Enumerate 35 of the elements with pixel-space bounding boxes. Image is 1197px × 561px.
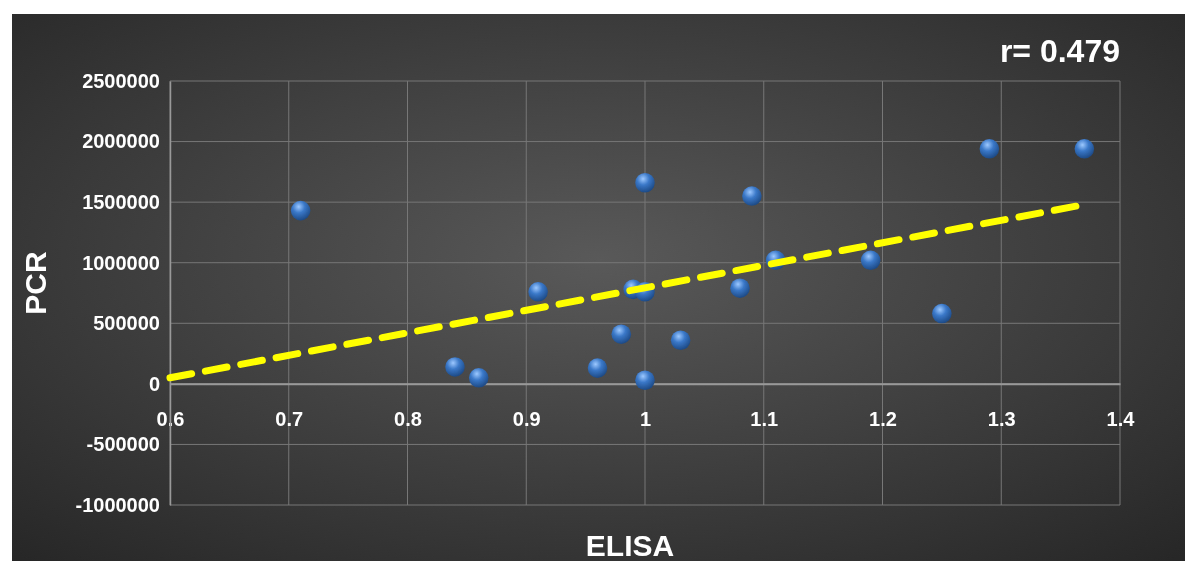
point: [445, 357, 465, 377]
x-axis-title: ELISA: [585, 529, 675, 561]
x-tick-label: 1.1: [750, 408, 779, 431]
y-tick-label: 1500000: [82, 191, 160, 214]
y-tick-label: 0: [148, 372, 160, 395]
point: [860, 250, 881, 271]
point: [730, 278, 750, 298]
y-tick-label: -500000: [86, 433, 160, 456]
y-tick-label: -1000000: [75, 493, 160, 516]
x-tick-label: 0.6: [156, 408, 185, 431]
y-tick-label: 500000: [93, 312, 160, 335]
x-tick-label: 1: [639, 408, 652, 431]
point: [635, 173, 655, 193]
x-tick-label: 0.9: [512, 408, 541, 431]
y-axis-title: PCR: [19, 251, 52, 315]
point: [932, 303, 952, 324]
point: [635, 370, 655, 390]
point: [979, 139, 1000, 159]
x-tick-label: 1.4: [1106, 408, 1136, 431]
point: [670, 330, 691, 350]
y-tick-label: 2500000: [82, 69, 160, 92]
point: [587, 358, 608, 378]
text: r= 0.479: [999, 33, 1120, 69]
point: [1074, 139, 1095, 159]
point: [468, 368, 489, 388]
point: [290, 200, 311, 221]
x-tick-label: 0.7: [275, 408, 304, 431]
x-tick-label: 1.2: [869, 408, 897, 431]
y-tick-label: 2000000: [82, 130, 160, 153]
x-tick-label: 0.8: [394, 408, 422, 431]
point: [611, 324, 632, 344]
point: [742, 186, 762, 206]
point: [528, 282, 548, 302]
x-tick-label: 1.3: [987, 408, 1016, 431]
y-tick-label: 1000000: [82, 251, 160, 274]
